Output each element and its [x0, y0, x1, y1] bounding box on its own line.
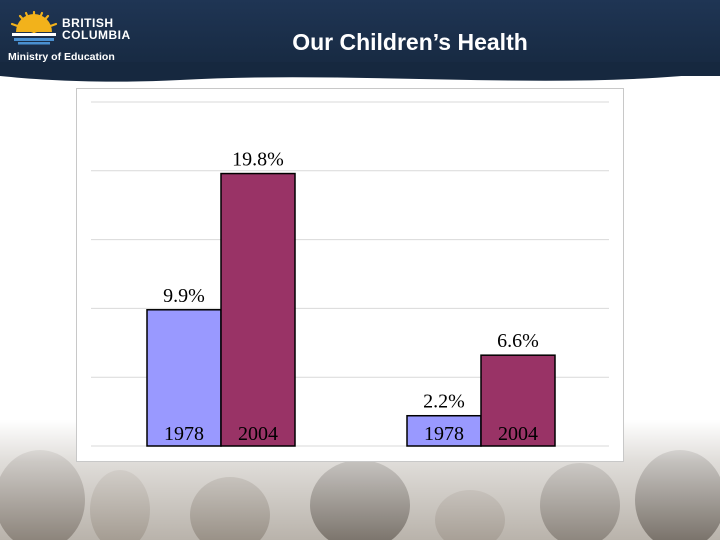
- logo-province-line1: BRITISH: [62, 16, 114, 30]
- bar-2004-overweight: [220, 172, 296, 447]
- data-label: 9.9%: [163, 285, 205, 307]
- bar-chart: 9.9%197819.8%2004Overweight2.2%19786.6%2…: [91, 101, 609, 447]
- data-label: 2.2%: [423, 391, 465, 413]
- bars: [146, 172, 556, 447]
- bc-sun-logo-icon: [10, 10, 58, 45]
- logo-ministry-name: Ministry of Education: [8, 51, 115, 63]
- page-title: Our Children’s Health: [292, 29, 528, 55]
- ministry-logo: BRITISH COLUMBIA Ministry of Education: [6, 6, 130, 68]
- chart-panel: 9.9%197819.8%2004Overweight2.2%19786.6%2…: [76, 88, 624, 462]
- series-label: 1978: [424, 423, 464, 445]
- header-wave-decoration: [0, 62, 720, 82]
- series-label: 2004: [238, 423, 278, 445]
- series-label: 2004: [498, 423, 538, 445]
- bar-1978-overweight: [146, 309, 222, 447]
- bar-2004-obese: [480, 354, 556, 447]
- data-label: 19.8%: [232, 149, 284, 171]
- logo-province-line2: COLUMBIA: [62, 28, 131, 42]
- data-labels: 9.9%197819.8%2004Overweight2.2%19786.6%2…: [163, 149, 539, 445]
- series-label: 1978: [164, 423, 204, 445]
- data-label: 6.6%: [497, 330, 539, 352]
